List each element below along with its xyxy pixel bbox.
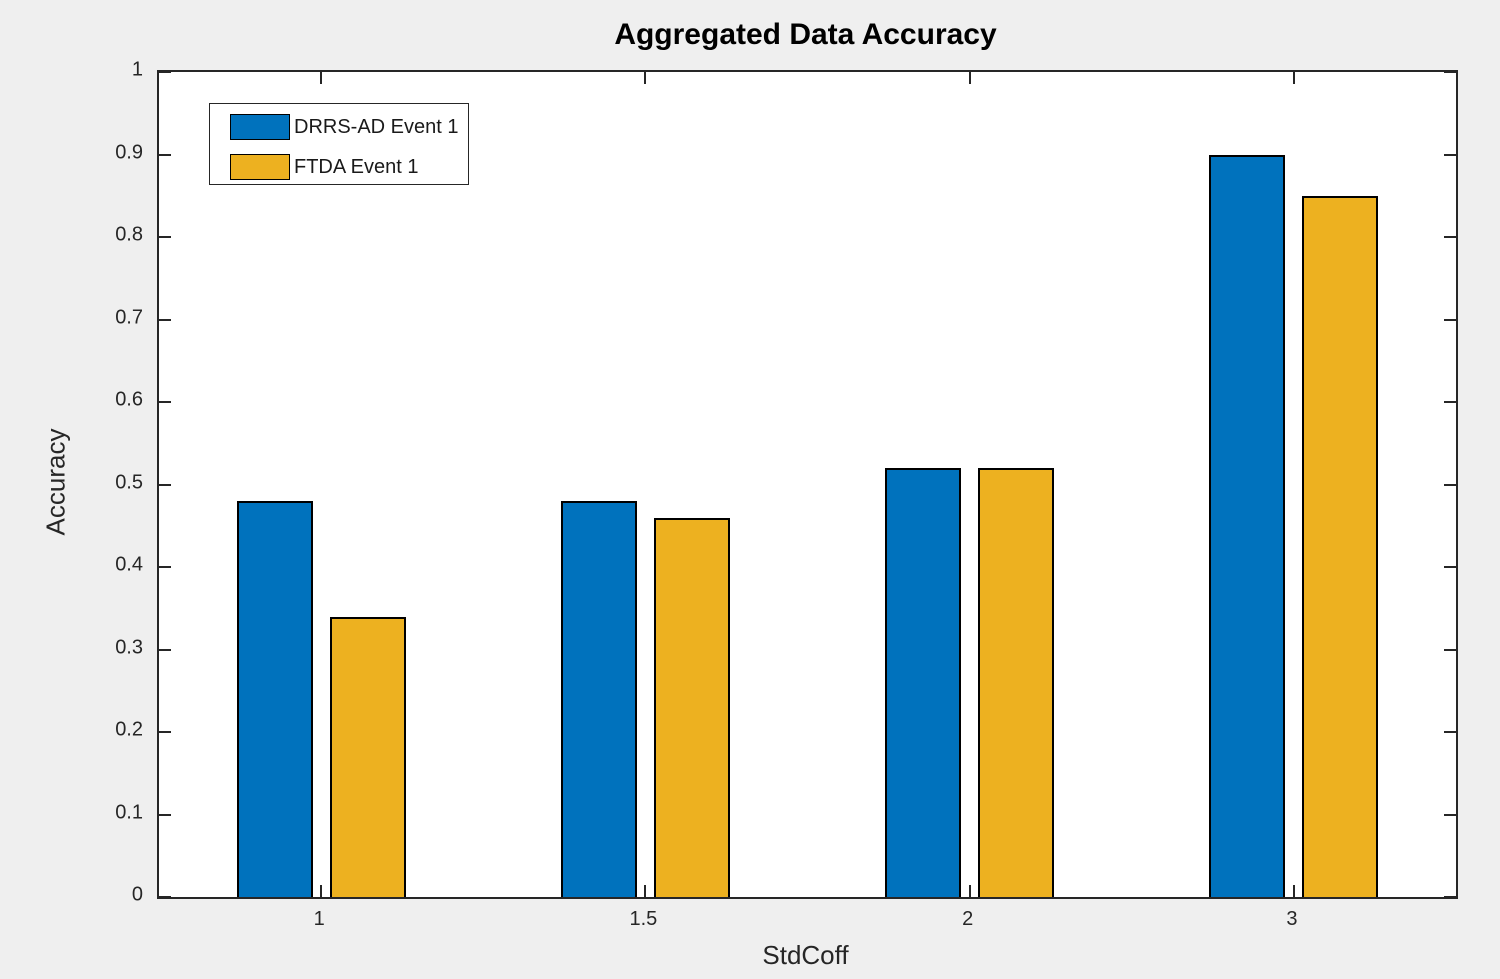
y-tick-label: 0.2: [115, 718, 143, 741]
bar-drrs-ad-event-1-x1: [236, 501, 313, 897]
legend-swatch-icon: [230, 154, 290, 180]
y-tick-mark: [159, 71, 171, 73]
y-tick-label: 0.9: [115, 141, 143, 163]
bar-ftda-event-1-x1: [329, 616, 406, 897]
bar-drrs-ad-event-1-x2: [885, 468, 962, 897]
x-tick-mark: [1292, 885, 1295, 897]
y-axis-label: Accuracy: [40, 428, 71, 536]
y-tick-mark: [1444, 731, 1456, 733]
x-tick-label: 1.5: [629, 908, 658, 930]
y-tick-label: 0.1: [115, 801, 143, 823]
y-tick-mark: [159, 236, 171, 238]
y-tick-label: 0.5: [115, 471, 143, 493]
y-tick-label: 1: [131, 58, 143, 81]
y-tick-mark: [1444, 566, 1456, 568]
x-tick-mark: [968, 885, 971, 897]
y-tick-mark: [159, 648, 171, 651]
y-tick-mark: [1444, 71, 1456, 73]
legend-label: FTDA Event 1: [294, 155, 419, 178]
x-tick-mark: [968, 72, 971, 84]
legend-item: FTDA Event 1: [230, 152, 419, 182]
y-tick-mark: [159, 731, 171, 733]
y-tick-label: 0.7: [115, 306, 143, 328]
y-tick-mark: [1444, 813, 1456, 816]
x-tick-label: 1: [313, 908, 325, 930]
bar-drrs-ad-event-1-x1.5: [560, 501, 637, 897]
x-tick-mark: [644, 885, 647, 897]
y-tick-label: 0.6: [115, 388, 143, 411]
y-tick-mark: [159, 896, 171, 898]
bar-ftda-event-1-x2: [978, 468, 1055, 897]
chart-title: Aggregated Data Accuracy: [614, 18, 997, 51]
y-tick-mark: [1444, 483, 1456, 486]
bar-drrs-ad-event-1-x3: [1209, 154, 1286, 897]
y-tick-mark: [159, 566, 171, 568]
plot-area: DRRS-AD Event 1 FTDA Event 1: [157, 70, 1458, 899]
x-tick-label: 3: [1286, 908, 1298, 930]
y-tick-mark: [1444, 236, 1456, 238]
bar-ftda-event-1-x3: [1302, 195, 1379, 897]
y-tick-label: 0.3: [115, 636, 143, 658]
legend-swatch-icon: [230, 114, 290, 140]
legend-item: DRRS-AD Event 1: [230, 112, 459, 142]
x-tick-mark: [320, 885, 323, 897]
y-tick-mark: [1444, 648, 1456, 651]
y-tick-mark: [159, 401, 171, 403]
y-tick-mark: [1444, 153, 1456, 156]
y-tick-mark: [159, 483, 171, 486]
y-tick-label: 0.4: [115, 553, 143, 576]
legend: DRRS-AD Event 1 FTDA Event 1: [209, 103, 469, 185]
y-tick-mark: [159, 153, 171, 156]
y-tick-label: 0: [131, 883, 143, 906]
x-axis-label: StdCoff: [762, 940, 849, 970]
y-tick-mark: [1444, 318, 1456, 321]
y-tick-label: 0.8: [115, 223, 143, 246]
y-tick-mark: [1444, 896, 1456, 898]
x-tick-label: 2: [962, 908, 974, 930]
y-tick-mark: [159, 813, 171, 816]
x-tick-mark: [1292, 72, 1295, 84]
legend-label: DRRS-AD Event 1: [294, 115, 459, 138]
x-tick-mark: [320, 72, 323, 84]
y-tick-mark: [1444, 401, 1456, 403]
y-tick-mark: [159, 318, 171, 321]
x-tick-mark: [644, 72, 647, 84]
bar-ftda-event-1-x1.5: [653, 517, 730, 897]
